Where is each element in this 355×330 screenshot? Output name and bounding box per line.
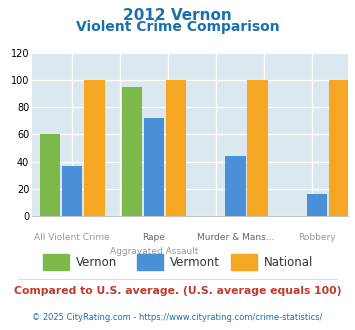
Bar <box>144 118 164 216</box>
Text: Murder & Mans...: Murder & Mans... <box>197 233 274 242</box>
Bar <box>307 194 327 216</box>
Text: Aggravated Assault: Aggravated Assault <box>110 247 198 256</box>
Text: 2012 Vernon: 2012 Vernon <box>123 8 232 23</box>
Bar <box>40 135 60 216</box>
Bar <box>225 156 246 216</box>
Text: National: National <box>264 256 313 269</box>
Text: Vernon: Vernon <box>76 256 117 269</box>
Bar <box>84 80 104 216</box>
Text: Rape: Rape <box>142 233 165 242</box>
Text: Violent Crime Comparison: Violent Crime Comparison <box>76 20 279 34</box>
Bar <box>247 80 268 216</box>
Text: All Violent Crime: All Violent Crime <box>34 233 110 242</box>
Bar <box>329 80 349 216</box>
Bar <box>62 166 82 216</box>
Bar <box>122 87 142 216</box>
Text: Vermont: Vermont <box>170 256 220 269</box>
Bar <box>166 80 186 216</box>
Text: Compared to U.S. average. (U.S. average equals 100): Compared to U.S. average. (U.S. average … <box>14 286 341 296</box>
Text: Robbery: Robbery <box>298 233 336 242</box>
Text: © 2025 CityRating.com - https://www.cityrating.com/crime-statistics/: © 2025 CityRating.com - https://www.city… <box>32 313 323 322</box>
